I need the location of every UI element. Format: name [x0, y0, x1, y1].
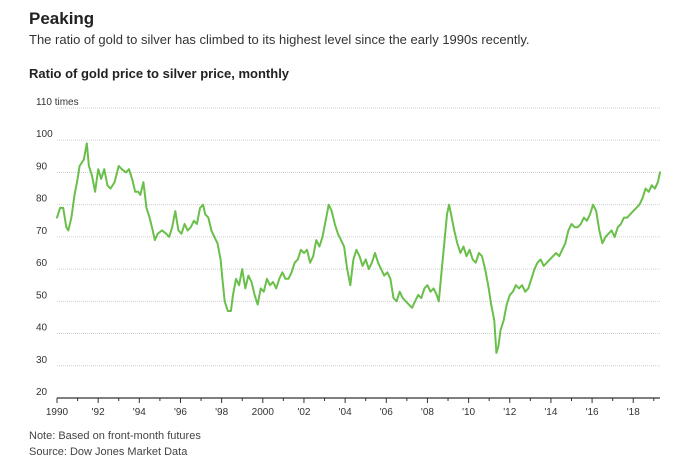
footnote: Note: Based on front-month futures: [29, 430, 201, 442]
x-tick-label: 2000: [252, 407, 275, 418]
y-tick-label: 80: [36, 194, 48, 205]
y-tick-label: 110 times: [36, 97, 79, 108]
chart-title: Ratio of gold price to silver price, mon…: [29, 66, 290, 81]
x-tick-label: '92: [92, 407, 105, 418]
y-tick-label: 50: [36, 290, 48, 301]
subhead: The ratio of gold to silver has climbed …: [29, 32, 530, 47]
x-tick-label: '04: [339, 407, 352, 418]
x-axis: 1990 '92 '94 '96 '98 2000 '02 '04 '06 '08 '10 '12 '1…: [46, 398, 655, 418]
x-tick-label: '06: [380, 407, 393, 418]
headline: Peaking: [29, 9, 95, 28]
x-tick-label: '02: [297, 407, 310, 418]
x-tick-label: '96: [174, 407, 187, 418]
y-tick-label: 60: [36, 258, 48, 269]
y-tick-label: 100: [36, 129, 53, 140]
x-tick-label: 1990: [46, 407, 69, 418]
y-tick-label: 20: [36, 387, 48, 398]
grid-lines: [57, 107, 660, 399]
x-tick-label: '08: [421, 407, 434, 418]
y-tick-label: 30: [36, 355, 48, 366]
y-tick-label: 40: [36, 323, 48, 334]
x-tick-label: '18: [627, 407, 640, 418]
x-tick-label: '98: [215, 407, 228, 418]
series-line-0: [56, 142, 661, 354]
x-tick-label: '10: [462, 407, 475, 418]
series-layer: [56, 142, 661, 354]
source-line: Source: Dow Jones Market Data: [29, 446, 188, 458]
x-tick-label: '14: [544, 407, 557, 418]
x-tick-label: '12: [503, 407, 516, 418]
x-tick-label: '16: [586, 407, 599, 418]
y-tick-label: 90: [36, 161, 48, 172]
y-tick-label: 70: [36, 226, 48, 237]
y-tick-labels: 110 times 100 90 80 70 60 50 40 30 20: [36, 97, 79, 398]
x-tick-label: '94: [133, 407, 146, 418]
